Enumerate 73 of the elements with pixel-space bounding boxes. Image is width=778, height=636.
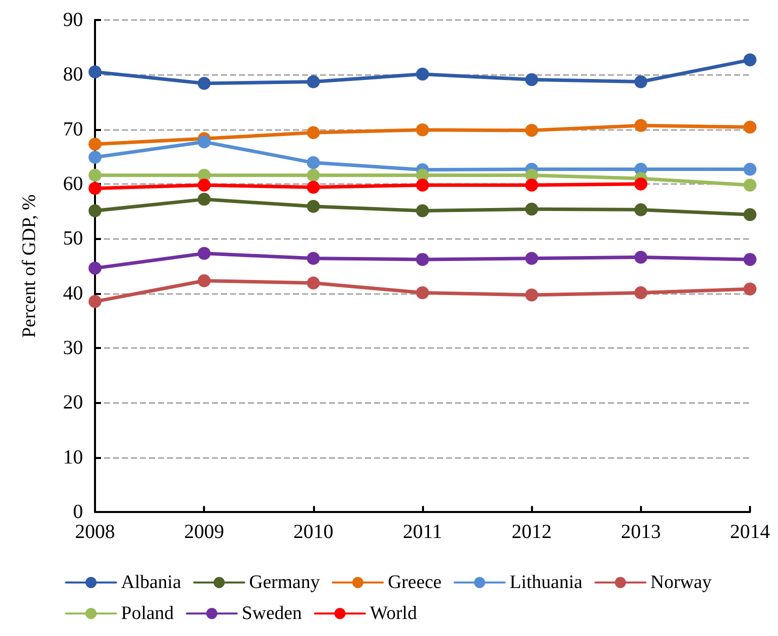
- point: [416, 252, 429, 266]
- x-tick-label: 2011: [402, 521, 442, 543]
- point: [634, 75, 648, 88]
- point: [525, 252, 538, 265]
- x-tick-label: 2012: [512, 521, 552, 543]
- y-tick-label: 90: [63, 9, 83, 31]
- point: [744, 53, 756, 66]
- point: [198, 76, 211, 90]
- y-tick-label: 0: [73, 501, 83, 523]
- point: [416, 123, 429, 136]
- point: [88, 65, 102, 78]
- y-tick-label: 50: [63, 228, 83, 250]
- point: [88, 295, 102, 308]
- point: [88, 168, 102, 182]
- x-tick-label: 2014: [730, 521, 770, 543]
- point: [634, 178, 648, 190]
- point: [744, 282, 756, 296]
- point: [306, 276, 320, 290]
- y-tick-label: 60: [63, 173, 83, 195]
- y-axis-title: Percent of GDP, %: [19, 194, 40, 338]
- point: [88, 204, 102, 218]
- point: [306, 75, 320, 88]
- point: [306, 180, 320, 194]
- point: [198, 192, 211, 206]
- point: [198, 246, 211, 260]
- point: [198, 274, 211, 288]
- point: [634, 119, 648, 132]
- point: [525, 178, 538, 192]
- point: [744, 178, 756, 192]
- point: [416, 286, 429, 300]
- point: [744, 162, 756, 176]
- point: [416, 204, 429, 218]
- point: [198, 178, 211, 192]
- point: [744, 252, 756, 266]
- x-tick-label: 2010: [293, 521, 334, 543]
- point: [306, 168, 320, 182]
- point: [88, 138, 102, 151]
- legend-label: Albania: [121, 572, 182, 593]
- legend-label: Sweden: [242, 603, 302, 624]
- point: [634, 286, 648, 300]
- y-tick-label: 20: [63, 392, 83, 414]
- legend-label: World: [370, 603, 418, 624]
- x-tick-label: 2013: [620, 521, 661, 543]
- point: [525, 202, 538, 216]
- point: [416, 178, 429, 192]
- legend-label: Lithuania: [510, 572, 583, 593]
- point: [306, 156, 320, 170]
- legend-label: Norway: [650, 572, 712, 593]
- legend-label: Germany: [249, 572, 320, 593]
- point: [634, 250, 648, 264]
- legend-label: Poland: [121, 603, 174, 624]
- legend-label: Greece: [388, 572, 442, 593]
- point: [88, 262, 102, 275]
- point: [306, 126, 320, 140]
- point: [198, 135, 211, 148]
- point: [416, 68, 429, 81]
- y-tick-label: 70: [63, 118, 83, 140]
- point: [525, 288, 538, 302]
- point: [306, 200, 320, 213]
- y-tick-label: 30: [63, 337, 83, 359]
- point: [306, 252, 320, 265]
- y-tick-label: 10: [63, 446, 83, 468]
- point: [744, 120, 756, 134]
- point: [525, 73, 538, 86]
- point: [634, 203, 648, 216]
- y-tick-label: 40: [63, 282, 83, 304]
- point: [88, 182, 102, 195]
- x-tick-label: 2009: [184, 521, 224, 543]
- point: [744, 208, 756, 222]
- y-tick-label: 80: [63, 64, 83, 86]
- point: [88, 150, 102, 164]
- point: [525, 124, 538, 137]
- x-tick-label: 2008: [75, 521, 115, 543]
